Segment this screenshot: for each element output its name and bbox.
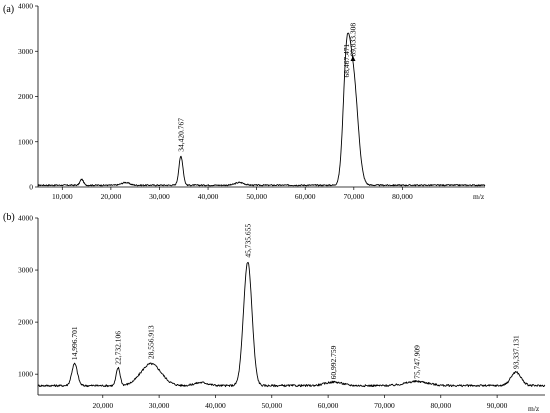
panel-a-y-ticks: 0 1000 2000 3000 4000 xyxy=(18,2,38,192)
y-tick-label: 2000 xyxy=(18,92,33,101)
panel-a-x-axis-label: m/z xyxy=(473,192,485,201)
panel-b-axes xyxy=(37,218,545,396)
y-tick-label: 4000 xyxy=(18,2,33,11)
peak-annotation: 60,992.759 xyxy=(329,345,338,379)
panel-a-spectrum-line xyxy=(37,32,486,187)
peak-annotation: 14,996.701 xyxy=(70,326,79,360)
x-tick-label: 10,000 xyxy=(52,192,73,201)
peak-annotation: 68,467.471 xyxy=(342,43,351,77)
panel-b-spectrum-line xyxy=(37,261,546,388)
panel-a-axes xyxy=(37,6,485,188)
peak-arrow-icon xyxy=(350,56,356,62)
y-tick-label: 3000 xyxy=(18,47,33,56)
panel-a-chart: (a) 10,000 20,000 30,000 40,000 50,000 60,000… xyxy=(3,2,486,201)
peak-annotation: 69,833.308 xyxy=(349,23,358,57)
x-tick-label: 30,000 xyxy=(149,401,170,410)
x-tick-label: 90,000 xyxy=(487,401,508,410)
panel-b-peak-labels: 14,996.701 22,732.106 28,556.913 45,735.655… xyxy=(70,224,520,380)
peak-annotation: 34,420.767 xyxy=(176,118,185,152)
peak-annotation: 22,732.106 xyxy=(114,331,123,365)
panel-b-chart: (b) 20,000 30,000 40,000 50,000 60,000 70,000… xyxy=(3,212,546,413)
panel-b-x-ticks: 20,000 30,000 40,000 50,000 60,000 70,000 80,0… xyxy=(92,395,508,410)
panel-b-y-ticks: 1000 2000 3000 4000 xyxy=(18,214,38,379)
peak-annotation: 28,556.913 xyxy=(146,325,155,359)
x-tick-label: 50,000 xyxy=(246,192,267,201)
peak-annotation: 45,735.655 xyxy=(243,224,252,258)
peak-annotation: 93,337.131 xyxy=(511,335,520,369)
x-tick-label: 80,000 xyxy=(430,401,451,410)
y-tick-label: 3000 xyxy=(18,266,33,275)
x-tick-label: 60,000 xyxy=(318,401,339,410)
x-tick-label: 30,000 xyxy=(149,192,170,201)
x-tick-label: 50,000 xyxy=(261,401,282,410)
x-tick-label: 70,000 xyxy=(374,401,395,410)
x-tick-label: 20,000 xyxy=(92,401,113,410)
x-tick-label: 40,000 xyxy=(198,192,219,201)
panel-b-label: (b) xyxy=(3,212,15,223)
x-tick-label: 60,000 xyxy=(295,192,316,201)
peak-annotation: 75,747.909 xyxy=(412,345,421,379)
y-tick-label: 4000 xyxy=(18,214,33,223)
panel-a-label: (a) xyxy=(3,4,14,15)
x-tick-label: 70,000 xyxy=(344,192,365,201)
y-tick-label: 1000 xyxy=(18,137,33,146)
panel-a-x-ticks: 10,000 20,000 30,000 40,000 50,000 60,000 70,0… xyxy=(52,187,413,201)
y-tick-label: 1000 xyxy=(18,370,33,379)
y-tick-label: 0 xyxy=(29,183,33,192)
x-tick-label: 40,000 xyxy=(205,401,226,410)
x-tick-label: 20,000 xyxy=(101,192,122,201)
x-tick-label: 80,000 xyxy=(392,192,413,201)
y-tick-label: 2000 xyxy=(18,318,33,327)
panel-b-x-axis-label: m/z xyxy=(528,404,540,413)
